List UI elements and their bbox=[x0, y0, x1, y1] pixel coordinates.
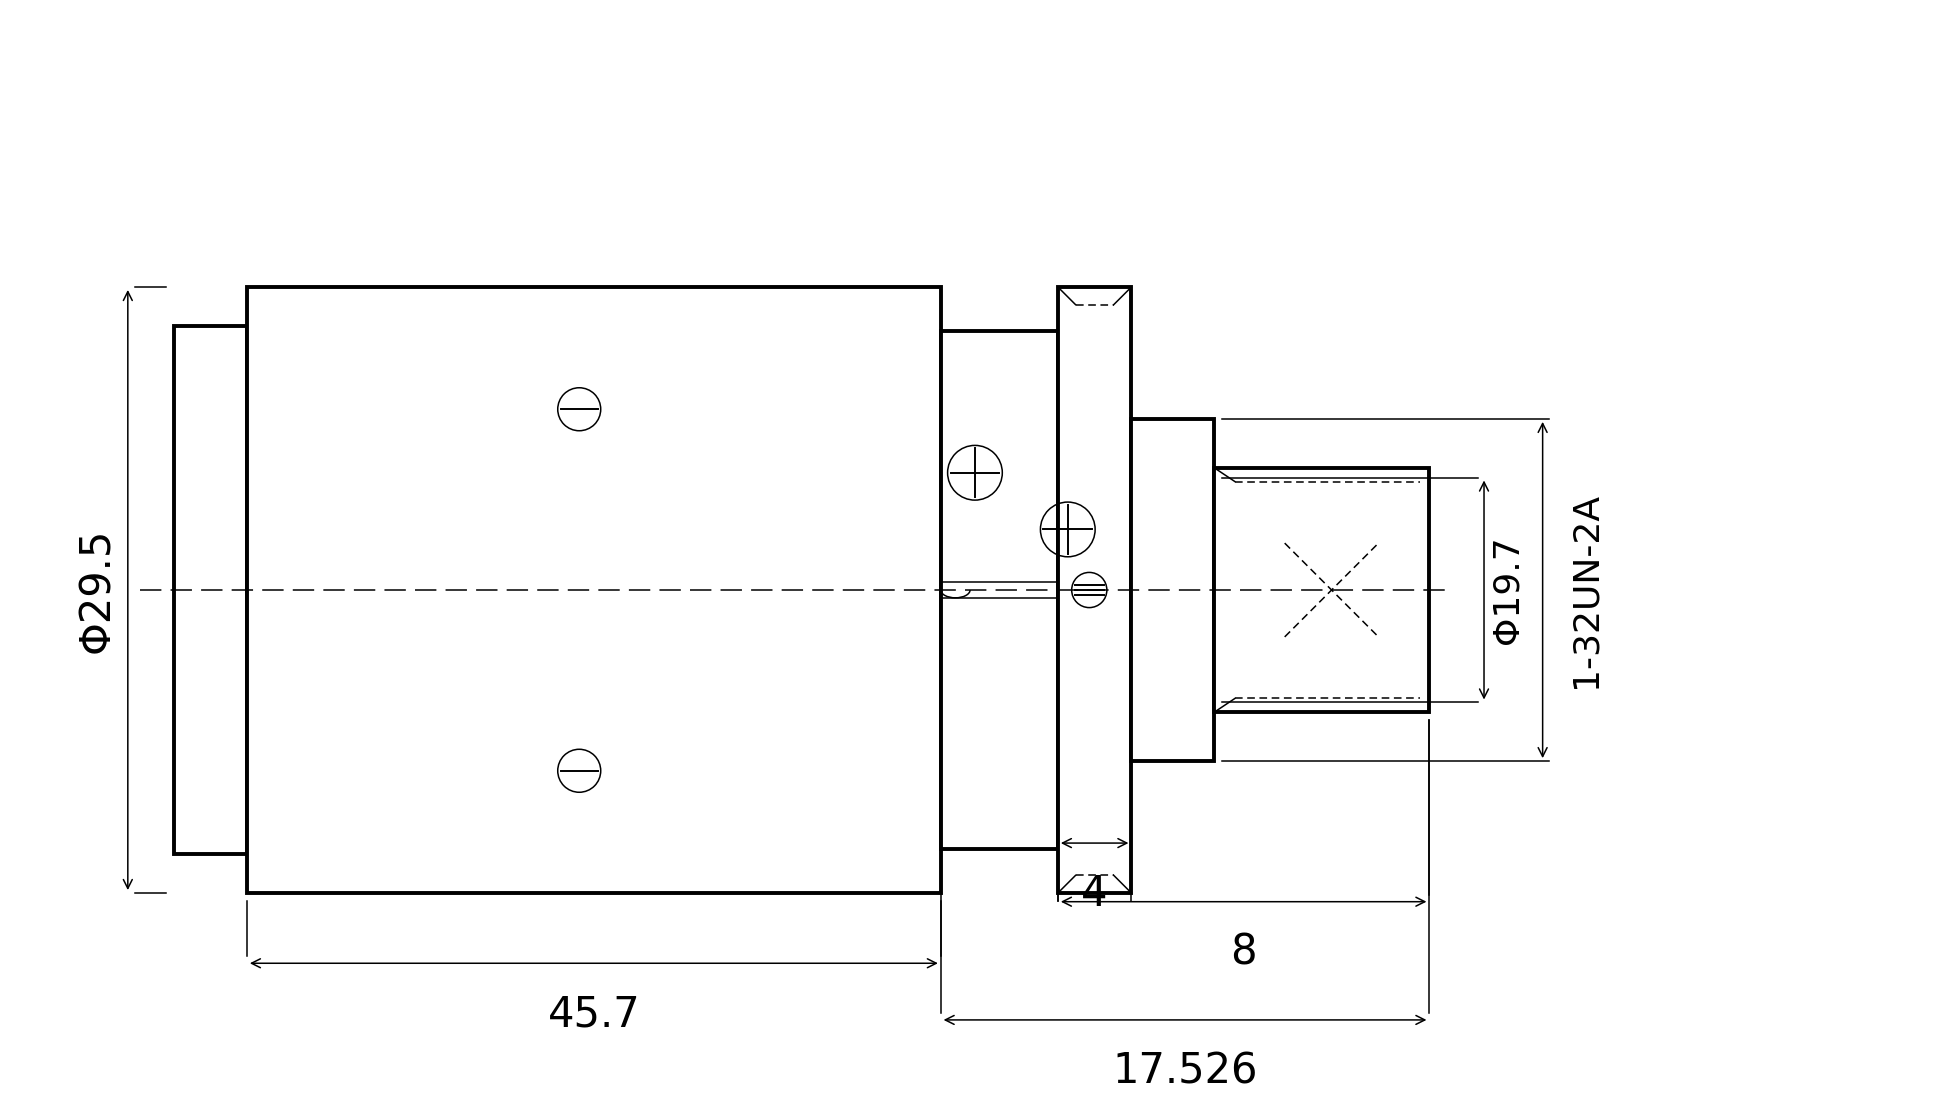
Text: 4: 4 bbox=[1082, 873, 1107, 915]
Text: Φ19.7: Φ19.7 bbox=[1491, 535, 1524, 644]
Bar bbox=[1214, 468, 1428, 712]
Bar bbox=[1131, 419, 1214, 761]
Text: 1-32UN-2A: 1-32UN-2A bbox=[1568, 492, 1602, 688]
Bar bbox=[940, 331, 1059, 849]
Bar bbox=[173, 326, 247, 853]
Bar bbox=[247, 287, 940, 893]
Text: Φ29.5: Φ29.5 bbox=[76, 527, 119, 653]
Text: 17.526: 17.526 bbox=[1113, 1050, 1257, 1092]
Text: 45.7: 45.7 bbox=[547, 993, 640, 1036]
Bar bbox=[1059, 287, 1131, 893]
Text: 8: 8 bbox=[1230, 931, 1257, 974]
